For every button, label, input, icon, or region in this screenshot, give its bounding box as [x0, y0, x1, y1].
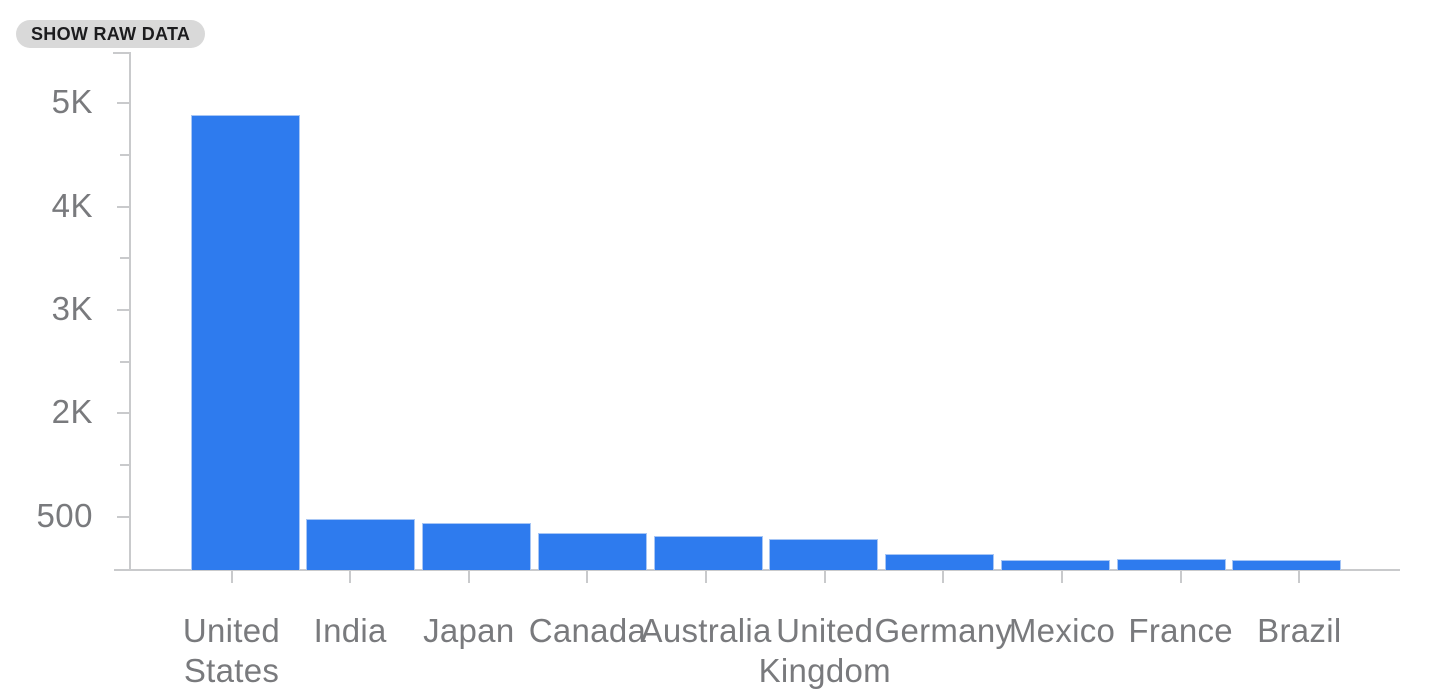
y-axis-tick: [117, 309, 129, 312]
x-axis-tick: [1061, 570, 1064, 583]
x-axis-tick: [823, 570, 826, 583]
y-axis-label: 2K: [51, 393, 93, 431]
show-raw-data-button[interactable]: SHOW RAW DATA: [16, 20, 206, 48]
y-axis-line: [128, 52, 131, 570]
bar-france[interactable]: [1116, 559, 1226, 570]
x-axis-label-japan: Japan: [423, 612, 515, 649]
y-axis-tick: [117, 515, 129, 518]
x-axis-label-united-states: United States: [182, 612, 281, 689]
y-axis-tick: [117, 412, 129, 415]
bar-india[interactable]: [306, 518, 416, 570]
y-axis-label: 4K: [51, 186, 93, 224]
bar-united-states[interactable]: [190, 114, 300, 570]
bar-germany[interactable]: [885, 554, 994, 570]
x-axis-tick: [942, 570, 945, 583]
y-axis-minor-tick: [119, 360, 129, 363]
x-axis-tick: [467, 570, 470, 583]
x-axis-label-brazil: Brazil: [1257, 612, 1342, 649]
x-axis-label-india: India: [313, 612, 387, 649]
y-axis-minor-tick: [119, 257, 129, 260]
bar-united-kingdom[interactable]: [769, 538, 879, 570]
bar-brazil[interactable]: [1232, 560, 1342, 570]
x-axis-label-germany: Germany: [874, 612, 1013, 649]
y-axis-tick: [117, 102, 129, 105]
y-axis-label: 5K: [51, 83, 93, 121]
y-axis-label: 500: [36, 496, 93, 534]
y-axis-tick: [117, 205, 129, 208]
x-axis-label-united-kingdom: United Kingdom: [758, 612, 891, 689]
y-axis-label: 3K: [51, 290, 93, 328]
bar-mexico[interactable]: [1000, 560, 1110, 570]
x-axis-tick: [705, 570, 708, 583]
x-axis-tick: [586, 570, 589, 583]
y-axis-minor-tick: [119, 154, 129, 157]
x-axis-tick: [230, 570, 233, 583]
x-axis-tick: [349, 570, 352, 583]
x-axis-label-france: France: [1128, 612, 1233, 649]
bar-canada[interactable]: [537, 533, 647, 570]
bar-japan[interactable]: [422, 522, 531, 570]
y-axis-minor-tick: [119, 464, 129, 466]
y-axis-end-cap-tick: [113, 52, 129, 54]
x-axis-tick: [1298, 570, 1301, 583]
x-axis-label-australia: Australia: [640, 612, 772, 649]
bar-australia[interactable]: [653, 536, 763, 570]
x-axis-label-mexico: Mexico: [1008, 612, 1116, 649]
x-axis-tick: [1179, 570, 1182, 583]
x-axis-label-canada: Canada: [528, 612, 647, 649]
